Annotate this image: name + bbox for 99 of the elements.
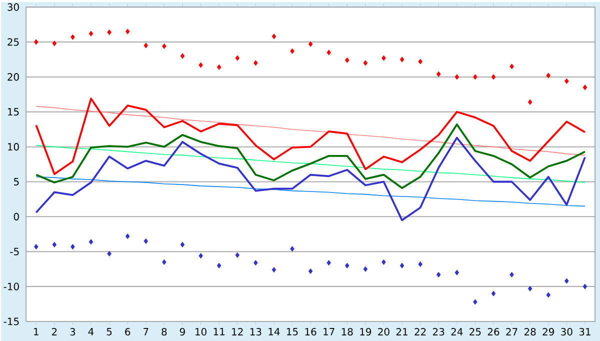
point xyxy=(144,42,148,48)
point xyxy=(52,242,57,248)
x-tick-label: 13 xyxy=(250,328,262,336)
point xyxy=(546,292,551,298)
point xyxy=(70,244,75,250)
point xyxy=(180,52,185,59)
point xyxy=(491,290,496,296)
point xyxy=(216,262,222,268)
point xyxy=(491,74,496,80)
point xyxy=(235,252,240,258)
y-tick-label: 20 xyxy=(8,72,19,80)
x-tick-label: 21 xyxy=(396,328,408,336)
point xyxy=(107,29,112,35)
x-tick-label: 7 xyxy=(144,328,148,336)
x-tick-label: 31 xyxy=(579,328,590,336)
point xyxy=(34,244,38,250)
point xyxy=(454,270,460,276)
y-tick-label: 15 xyxy=(8,108,19,116)
x-tick-label: 23 xyxy=(433,328,444,336)
x-tick-label: 24 xyxy=(451,328,463,336)
x-tick-label: 27 xyxy=(506,328,518,336)
point xyxy=(198,62,203,68)
x-tick-label: 25 xyxy=(470,328,481,336)
point xyxy=(382,55,386,61)
point xyxy=(582,284,588,290)
point xyxy=(418,261,422,267)
point xyxy=(344,262,350,268)
y-tick-label: 5 xyxy=(14,178,19,186)
point xyxy=(344,57,350,63)
x-tick-label: 5 xyxy=(106,328,112,336)
point xyxy=(162,259,166,265)
point xyxy=(180,242,185,248)
y-tick-label: -10 xyxy=(4,282,19,290)
x-tick-label: 3 xyxy=(70,328,76,336)
point xyxy=(582,84,588,90)
point xyxy=(363,266,368,272)
point xyxy=(254,260,258,266)
x-tick-label: 16 xyxy=(305,328,316,336)
x-tick-label: 11 xyxy=(214,328,224,336)
point xyxy=(88,30,94,36)
point xyxy=(88,238,94,244)
point xyxy=(564,78,569,84)
point xyxy=(400,262,404,268)
point xyxy=(216,64,222,70)
x-tick-label: 28 xyxy=(524,328,536,336)
point xyxy=(290,48,294,54)
x-tick-label: 29 xyxy=(542,328,554,336)
y-tick-label: -5 xyxy=(10,248,19,256)
point xyxy=(436,71,441,77)
point xyxy=(235,55,240,61)
point xyxy=(546,72,551,78)
point xyxy=(162,43,166,49)
y-tick-label: 30 xyxy=(8,3,19,11)
point xyxy=(198,252,203,258)
line-series xyxy=(35,123,586,189)
point xyxy=(272,266,276,272)
point xyxy=(125,28,130,34)
point xyxy=(528,99,532,105)
point xyxy=(308,41,313,47)
line-series xyxy=(35,136,586,221)
x-tick-label: 9 xyxy=(180,328,185,336)
x-tick-label: 14 xyxy=(268,328,280,336)
x-tick-label: 1 xyxy=(34,328,38,336)
x-tick-label: 6 xyxy=(125,328,130,336)
y-tick-label: 25 xyxy=(8,38,19,46)
x-tick-label: 4 xyxy=(88,328,94,336)
point xyxy=(528,286,532,292)
x-tick-label: 10 xyxy=(196,328,206,336)
point xyxy=(34,38,38,45)
point xyxy=(326,260,331,266)
y-tick-label: 10 xyxy=(8,142,19,150)
x-tick-label: 8 xyxy=(162,328,167,336)
point xyxy=(418,58,422,64)
x-tick-label: 20 xyxy=(378,328,390,336)
y-tick-label: -15 xyxy=(4,318,19,325)
point xyxy=(454,74,460,80)
point xyxy=(308,268,313,274)
point xyxy=(363,60,368,66)
point xyxy=(144,238,148,244)
x-tick-label: 26 xyxy=(488,328,500,336)
y-tick-label: 0 xyxy=(14,212,19,220)
point xyxy=(70,34,75,40)
point xyxy=(290,246,294,252)
x-tick-label: 17 xyxy=(324,328,334,336)
point xyxy=(400,56,404,62)
point xyxy=(382,259,386,265)
x-tick-label: 30 xyxy=(561,328,572,336)
point xyxy=(107,250,112,256)
point xyxy=(510,272,514,278)
x-tick-label: 18 xyxy=(342,328,353,336)
point xyxy=(272,33,276,39)
x-tick-label: 22 xyxy=(414,328,426,336)
x-tick-label: 15 xyxy=(287,328,298,336)
point xyxy=(52,40,57,46)
x-tick-label: 12 xyxy=(232,328,243,336)
point xyxy=(436,272,441,278)
point xyxy=(125,233,130,239)
x-tick-label: 19 xyxy=(360,328,372,336)
x-tick-label: 2 xyxy=(52,328,57,336)
